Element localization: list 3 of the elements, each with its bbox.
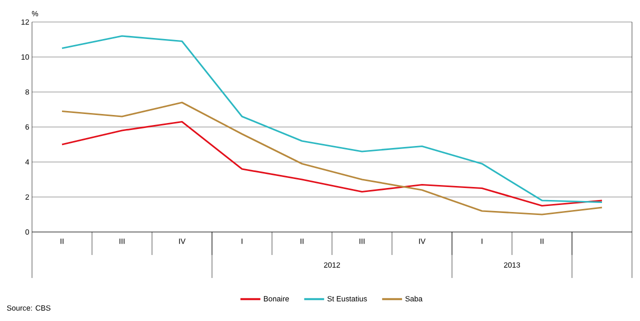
line-series bbox=[61, 120, 603, 207]
line-series bbox=[61, 35, 603, 204]
line-series bbox=[61, 102, 603, 216]
